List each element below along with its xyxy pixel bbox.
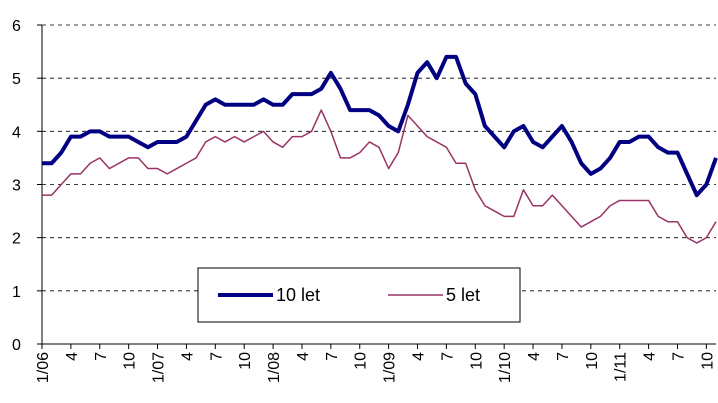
x-tick-label: 1/11 [613,352,630,382]
x-tick-label: 4 [526,352,543,361]
x-tick-label: 7 [555,352,572,361]
y-tick-label: 3 [12,178,21,195]
series-line [42,54,718,198]
series-line [42,109,717,244]
x-tick-label: 1/10 [497,352,514,383]
x-tick-label: 4 [642,352,659,361]
x-tick-label: 10 [237,352,254,370]
x-tick-label: 7 [670,352,687,361]
x-tick-label: 1/08 [266,352,283,383]
x-tick-label: 10 [699,352,716,370]
y-tick-label: 5 [12,71,21,88]
x-tick-label: 7 [439,352,456,361]
x-tick-label: 7 [324,352,341,361]
x-tick-label: 10 [122,352,139,370]
y-tick-label: 2 [12,231,21,248]
x-tick-label: 7 [208,352,225,361]
x-tick-label: 10 [353,352,370,370]
x-tick-label: 4 [411,352,428,361]
x-tick-label: 10 [584,352,601,370]
x-tick-label: 7 [93,352,110,361]
x-tick-label: 1/09 [382,352,399,383]
y-tick-label: 4 [12,124,21,141]
x-tick-label: 1/07 [151,352,168,383]
y-tick-label: 0 [12,337,21,354]
y-tick-label: 1 [12,284,21,301]
x-tick-label: 1/06 [35,352,52,383]
legend-label: 5 let [446,285,480,305]
y-tick-label: 6 [12,18,21,35]
legend-label: 10 let [276,285,320,305]
x-tick-label: 10 [468,352,485,370]
x-tick-label: 4 [179,352,196,361]
x-tick-label: 4 [295,352,312,361]
x-tick-label: 4 [64,352,81,361]
